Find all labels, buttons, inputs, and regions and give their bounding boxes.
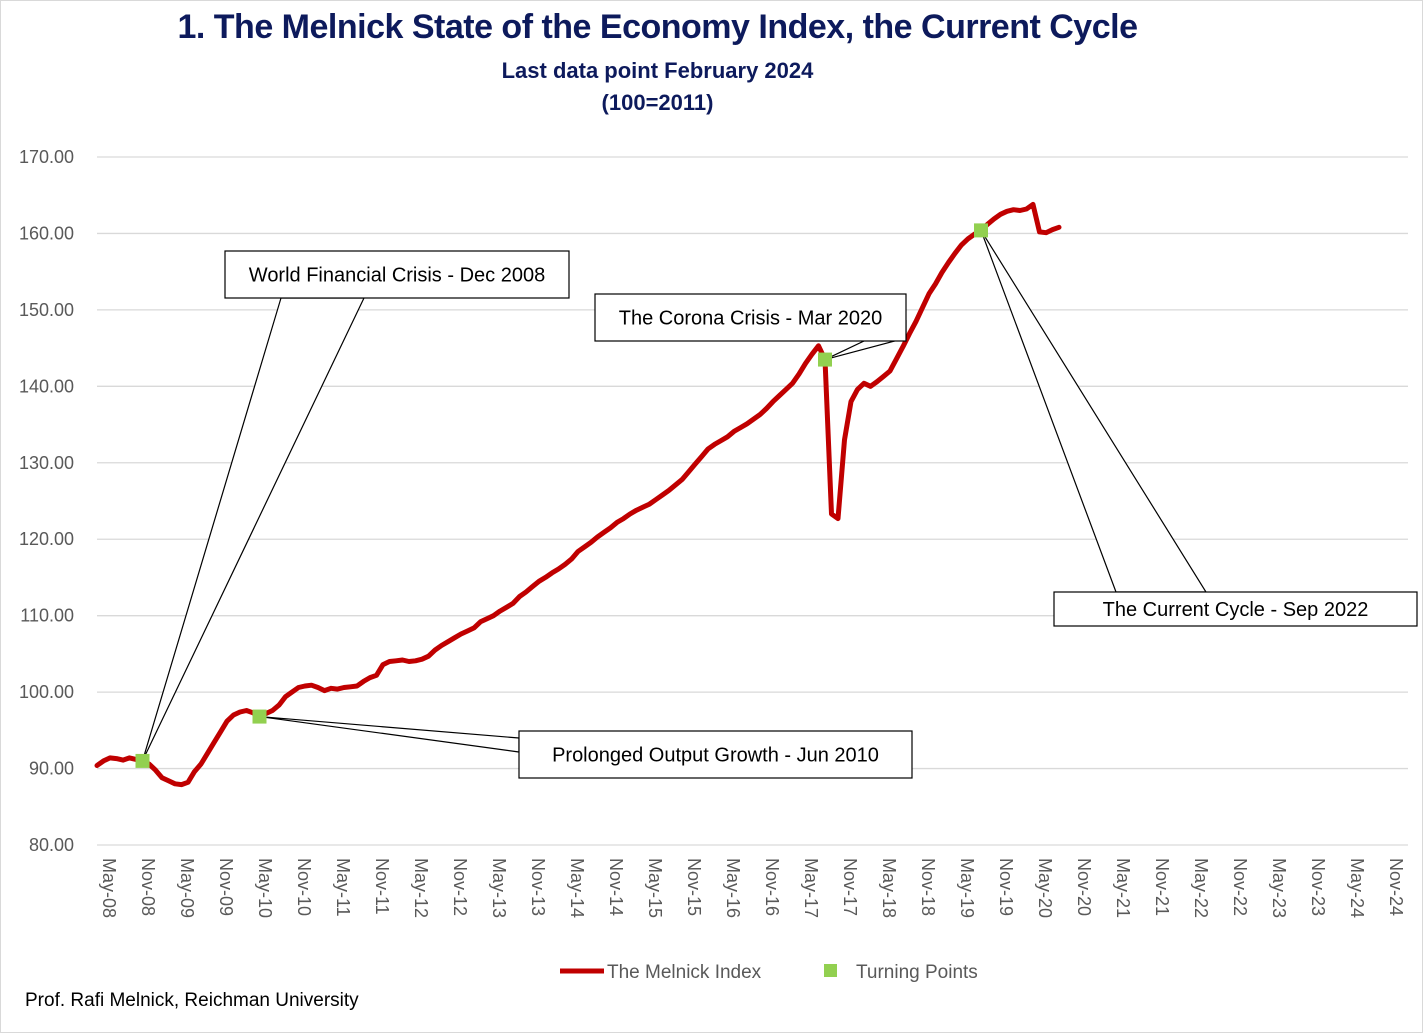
callout-box: [224, 250, 570, 299]
chart-base-note: (100=2011): [601, 90, 714, 115]
x-tick-label: Nov-13: [528, 858, 548, 916]
x-tick-label: Nov-21: [1152, 858, 1172, 916]
y-tick-label: 90.00: [29, 759, 74, 779]
y-tick-label: 160.00: [19, 223, 74, 243]
callout-box: [594, 293, 907, 342]
legend-marker-swatch: [824, 964, 837, 977]
x-tick-label: May-13: [489, 858, 509, 918]
callout: World Financial Crisis - Dec 2008: [141, 250, 570, 762]
callout-label: The Current Cycle - Sep 2022: [1103, 599, 1369, 621]
x-tick-label: Nov-19: [996, 858, 1016, 916]
x-tick-label: Nov-22: [1230, 858, 1250, 916]
legend-label-turning-points: Turning Points: [856, 962, 978, 983]
x-tick-label: May-11: [333, 858, 353, 917]
callout: Prolonged Output Growth - Jun 2010: [259, 715, 913, 779]
x-tick-label: May-23: [1269, 858, 1289, 918]
x-tick-label: Nov-15: [684, 858, 704, 916]
callout-label: World Financial Crisis - Dec 2008: [249, 265, 545, 287]
callout: The Current Cycle - Sep 2022: [980, 230, 1418, 627]
y-tick-label: 110.00: [20, 606, 74, 626]
x-tick-label: Nov-20: [1074, 858, 1094, 916]
x-tick-label: May-24: [1347, 858, 1367, 918]
x-tick-label: May-19: [957, 858, 977, 918]
callout-pointer: [980, 230, 1208, 593]
x-tick-label: May-21: [1113, 858, 1133, 918]
turning-point-marker: [974, 223, 988, 238]
x-tick-label: Nov-11: [372, 858, 392, 915]
credit-text: Prof. Rafi Melnick, Reichman University: [25, 990, 359, 1011]
y-axis-ticks: 80.00 90.00 100.00 110.00 120.00 130.00 140.00…: [19, 147, 74, 855]
x-tick-label: Nov-09: [216, 858, 236, 916]
x-tick-label: May-20: [1035, 858, 1055, 918]
y-tick-label: 170.00: [19, 147, 74, 167]
x-tick-label: May-14: [567, 858, 587, 918]
y-tick-label: 100.00: [19, 682, 74, 702]
x-tick-label: May-12: [411, 858, 431, 918]
x-tick-label: Nov-12: [450, 858, 470, 916]
x-tick-label: Nov-18: [918, 858, 938, 916]
legend-label-index: The Melnick Index: [607, 962, 762, 983]
x-tick-label: May-10: [255, 858, 275, 918]
x-tick-label: May-09: [177, 858, 197, 918]
x-tick-label: Nov-08: [138, 858, 158, 916]
callout-label: Prolonged Output Growth - Jun 2010: [552, 745, 879, 767]
x-tick-label: May-22: [1191, 858, 1211, 918]
x-tick-label: Nov-24: [1386, 858, 1406, 916]
x-axis-ticks: May-08 Nov-08 May-09 Nov-09 May-10 Nov-10 May-…: [99, 858, 1406, 918]
callouts: World Financial Crisis - Dec 2008 Prolong…: [135, 223, 1418, 779]
callout-label: The Corona Crisis - Mar 2020: [619, 308, 882, 330]
y-tick-label: 120.00: [19, 529, 74, 549]
callout: The Corona Crisis - Mar 2020: [594, 293, 907, 361]
x-tick-label: Nov-23: [1308, 858, 1328, 916]
x-tick-label: Nov-17: [840, 858, 860, 916]
y-tick-label: 150.00: [19, 300, 74, 320]
x-tick-label: May-18: [879, 858, 899, 918]
x-tick-label: May-08: [99, 858, 119, 918]
turning-point-marker: [252, 709, 267, 724]
callout-pointer: [259, 715, 520, 753]
x-tick-label: Nov-16: [762, 858, 782, 916]
callout-box: [1053, 591, 1418, 627]
x-tick-label: May-16: [723, 858, 743, 918]
chart-title: 1. The Melnick State of the Economy Inde…: [177, 8, 1138, 46]
turning-point-marker: [818, 352, 832, 367]
y-tick-label: 80.00: [29, 835, 74, 855]
y-tick-label: 140.00: [19, 376, 74, 396]
y-tick-label: 130.00: [19, 453, 74, 473]
callout-box: [518, 730, 913, 779]
x-tick-label: May-15: [645, 858, 665, 918]
chart-subtitle: Last data point February 2024: [501, 58, 814, 83]
legend: The Melnick Index Turning Points: [560, 962, 978, 983]
x-tick-label: Nov-10: [294, 858, 314, 916]
x-tick-label: Nov-14: [606, 858, 626, 916]
turning-point-marker: [135, 753, 150, 768]
x-tick-label: May-17: [801, 858, 821, 918]
